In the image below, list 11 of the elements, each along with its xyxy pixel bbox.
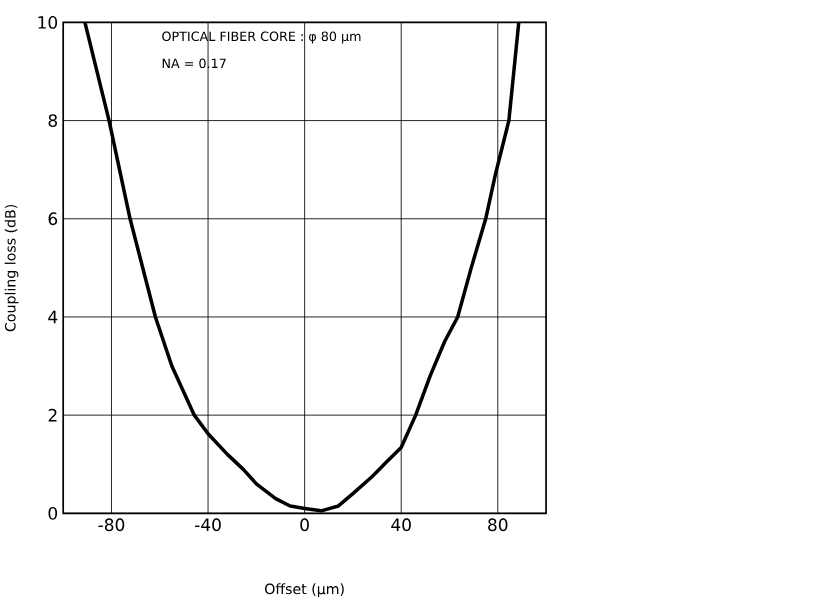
x-tick-label: 40	[391, 518, 411, 532]
y-tick-label: 0	[48, 507, 58, 520]
x-tick-label: -80	[98, 518, 125, 532]
y-tick-label: 6	[48, 212, 58, 226]
y-tick-label: 8	[48, 114, 58, 128]
y-tick-label: 10	[38, 16, 58, 29]
x-tick-label: -40	[195, 518, 221, 532]
x-tick-label: 80	[488, 518, 508, 532]
y-tick-label: 2	[48, 408, 57, 422]
x-tick-label: 0	[300, 518, 309, 532]
y-tick-label: 4	[48, 310, 58, 324]
